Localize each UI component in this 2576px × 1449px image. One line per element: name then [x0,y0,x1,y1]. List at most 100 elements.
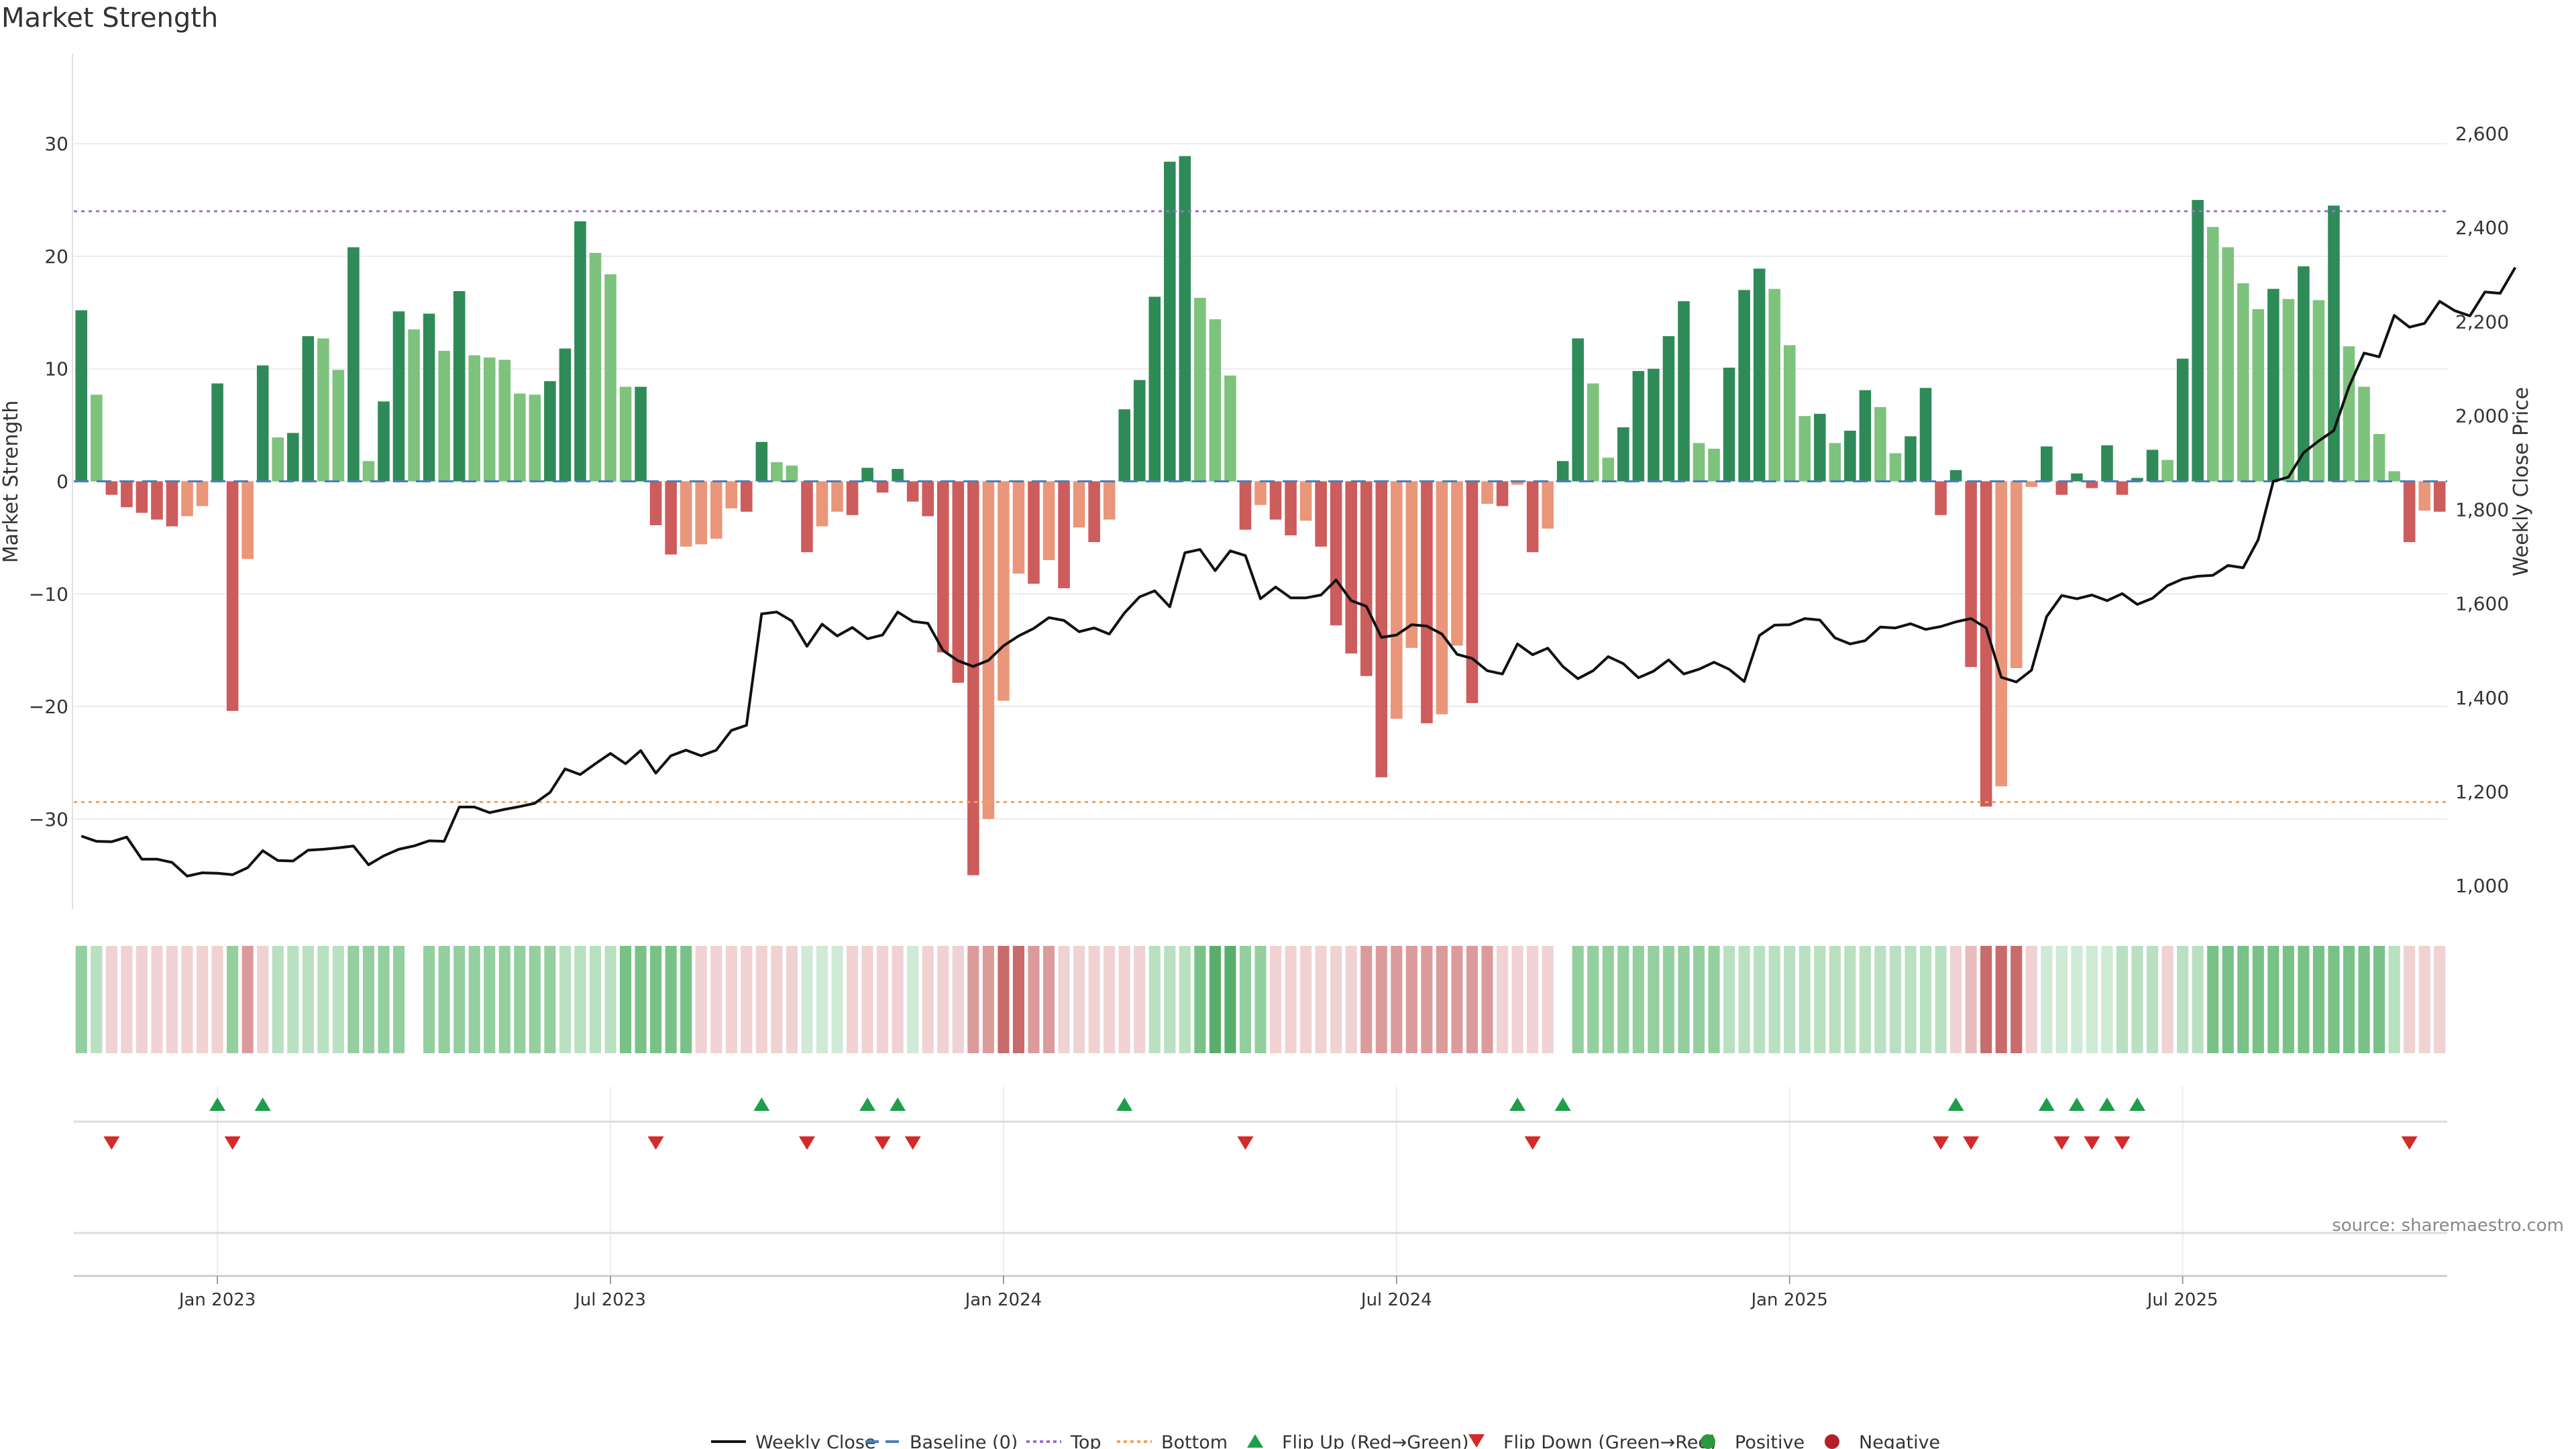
heat-cell [604,946,616,1053]
strength-bar [1542,481,1554,529]
heat-cell [1557,946,1569,1053]
heat-cell [317,946,329,1053]
heat-cell [680,946,692,1053]
strength-bar [241,481,254,559]
y-left-tick-label: 0 [56,471,68,493]
strength-bar [1360,481,1373,676]
strength-bar [2298,266,2310,482]
strength-bar [2206,227,2219,482]
strength-bar [1632,371,1645,482]
strength-bar [2086,481,2098,488]
strength-bar [1753,268,1766,482]
flip-down-marker [904,1136,921,1150]
heat-cell [1194,946,1206,1053]
heat-cell [1269,946,1282,1053]
strength-bar [680,481,692,547]
strength-bar [196,481,209,506]
strength-bar [2252,309,2265,482]
strength-bar [1299,481,1312,521]
strength-bar [468,355,480,482]
flip-up-marker [2129,1097,2146,1111]
flip-down-marker [798,1136,815,1150]
strength-bar [2101,445,2113,482]
heat-cell [166,946,178,1053]
strength-bar [2388,471,2400,482]
strength-bar [892,469,904,482]
strength-bar [1814,413,1826,482]
heat-cell [1693,946,1705,1053]
strength-bar [2131,478,2143,482]
strength-bar [105,481,118,495]
legend-symbol [1825,1434,1839,1449]
heat-cell [1134,946,1146,1053]
heat-cell [2055,946,2068,1053]
heat-cell [105,946,117,1053]
heat-cell [408,946,420,1053]
heat-cell [257,946,269,1053]
strength-bar [513,393,526,482]
y-left-tick-label: 10 [44,358,68,380]
heat-cell [1632,946,1644,1053]
y-right-tick-label: 2,200 [2455,311,2509,333]
flip-down-marker [1237,1136,1254,1150]
strength-bar [574,221,586,482]
strength-bar [408,329,420,482]
heat-cell [2161,946,2174,1053]
strength-bar [1919,388,1932,482]
strength-bar [1859,390,1872,482]
legend-symbol [1468,1434,1485,1448]
strength-bar [226,481,239,711]
heat-cell [498,946,511,1053]
legend-label: Positive [1735,1432,1805,1449]
strength-bar [2116,481,2129,495]
heat-cell [2418,946,2430,1053]
strength-bar [347,247,360,482]
heat-cell [559,946,571,1053]
strength-bar [922,481,934,517]
strength-bar [2146,449,2159,482]
strength-bar [1783,345,1796,482]
strength-bar [1451,481,1463,646]
heat-cell [982,946,994,1053]
strength-bar [1678,301,1690,482]
heat-cell [1965,946,1977,1053]
heat-cell [453,946,466,1053]
strength-bar [498,360,511,482]
heat-cell [2434,946,2446,1053]
strength-bar [75,310,88,482]
heat-cell [1466,946,1479,1053]
flip-down-marker [1963,1136,1980,1150]
heat-cell [529,946,541,1053]
flip-up-marker [1116,1097,1133,1111]
heat-cell [1481,946,1493,1053]
strength-bar [635,386,647,482]
heat-cell [514,946,526,1053]
strength-bar [1042,481,1055,560]
strength-bar [1254,481,1267,505]
heat-cell [2071,946,2083,1053]
strength-bar [362,461,375,482]
strength-bar [483,357,496,482]
strength-bar [1209,319,1222,482]
heat-cell [196,946,209,1053]
strength-bar [741,481,753,512]
strength-bar [2433,481,2446,512]
strength-bar [1693,443,1705,482]
strength-bar [151,481,163,520]
heat-cell [1300,946,1312,1053]
legend-label: Negative [1859,1432,1940,1449]
heat-cell [1375,946,1387,1053]
heat-cell [725,946,737,1053]
flip-down-marker [647,1136,664,1150]
heat-cell [227,946,239,1053]
heat-cell [1164,946,1176,1053]
heat-cell [1315,946,1327,1053]
strength-bar [1118,409,1130,482]
heat-cell [619,946,632,1053]
legend-label: Flip Down (Green→Red) [1503,1432,1717,1449]
strength-bar [2328,205,2340,482]
heat-cell [1708,946,1720,1053]
flip-down-marker [2401,1136,2418,1150]
strength-bar [1088,481,1100,543]
y-right-tick-label: 1,200 [2455,781,2509,803]
